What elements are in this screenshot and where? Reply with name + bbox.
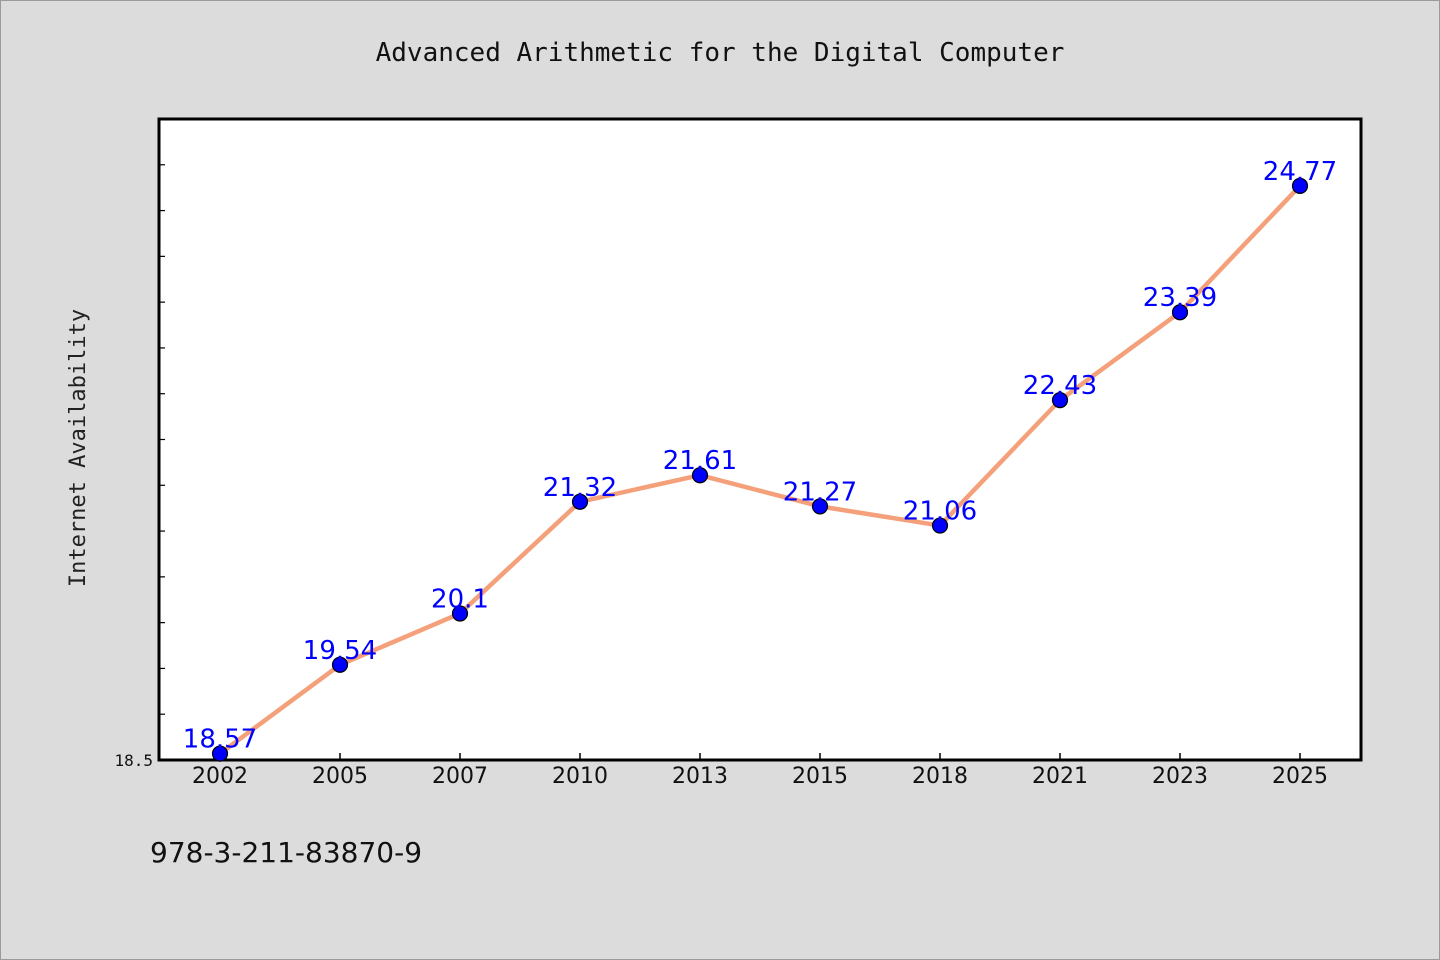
data-point: [931, 517, 949, 534]
data-point: [1171, 304, 1189, 321]
data-point: [1051, 392, 1069, 409]
x-tick-label: 2007: [432, 764, 488, 789]
data-label: 18.57: [183, 725, 257, 755]
chart-title: Advanced Arithmetic for the Digital Comp…: [376, 38, 1065, 68]
x-tick-label: 2013: [672, 764, 728, 789]
data-label: 19.54: [303, 636, 377, 666]
x-tick-label: 2002: [192, 764, 248, 789]
series-line-group: [217, 183, 1303, 756]
data-point: [691, 467, 709, 484]
data-label: 24.77: [1263, 157, 1337, 187]
data-label: 21.27: [783, 477, 857, 507]
data-point: [571, 493, 589, 510]
x-tick-label: 2018: [912, 764, 968, 789]
data-label: 21.06: [903, 497, 977, 527]
y-axis-label: Internet Availability: [66, 309, 91, 587]
x-tick-label: 2005: [312, 764, 368, 789]
x-tick-label: 2010: [552, 764, 608, 789]
x-tick-label: 2021: [1032, 764, 1088, 789]
series-line: [217, 183, 1303, 756]
isbn-text: 978-3-211-83870-9: [150, 836, 422, 869]
x-tick-label: 2023: [1152, 764, 1208, 789]
data-label: 21.61: [663, 446, 737, 476]
x-axis-ticks: 2002 2005 2007 2010 2013 2015 2018 2021 2023 2025: [192, 753, 1328, 789]
data-labels-group: 18.57 19.54 20.1 21.32 21.61 21.27 21.06 22.43 2…: [183, 157, 1337, 755]
data-point: [451, 605, 469, 622]
x-tick-label: 2025: [1272, 764, 1328, 789]
y-tick-label: 18.5: [114, 751, 153, 770]
x-tick-label: 2015: [792, 764, 848, 789]
data-point: [331, 656, 349, 673]
markers-group: [211, 177, 1309, 762]
data-label: 21.32: [543, 473, 617, 503]
data-point: [1291, 177, 1309, 194]
data-point: [811, 498, 829, 515]
data-label: 23.39: [1143, 283, 1217, 313]
y-axis-ticks: [159, 118, 165, 761]
data-label: 20.1: [431, 584, 489, 614]
data-label: 22.43: [1023, 371, 1097, 401]
plot-area: [157, 117, 1363, 762]
data-point: [211, 745, 229, 762]
